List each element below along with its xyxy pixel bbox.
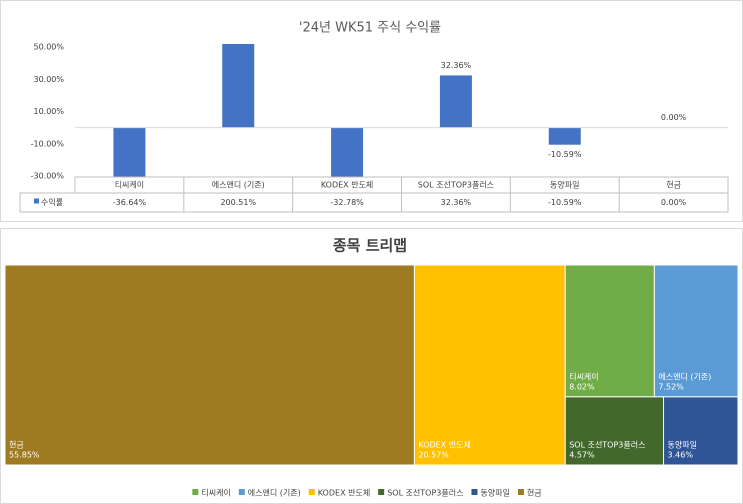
chart-title: '24년 WK51 주식 수익률 [299, 21, 441, 36]
legend: 티씨케이 에스앤디 (기존) KODEX 반도체 SOL 조선TOP3플러스 동양파일 현… [192, 488, 542, 498]
tile-value: 20.57% [418, 451, 449, 460]
treemap-title: 종목 트리맵 [333, 237, 407, 255]
data-label: 32.36% [441, 61, 472, 70]
legend-swatch [517, 489, 524, 495]
table-cell [19, 192, 729, 213]
bar [548, 127, 581, 145]
legend-label: SOL 조선TOP3플러스 [387, 489, 463, 498]
table-header: 에스앤디 (기존) [212, 180, 265, 190]
data-label: -10.59% [548, 150, 582, 159]
legend-label: 티씨케이 [201, 488, 230, 498]
legend-swatch [238, 489, 245, 495]
treemap-tile [4, 264, 415, 466]
table-value: -36.64% [113, 198, 147, 207]
table-value: 200.51% [220, 198, 256, 207]
legend-swatch [378, 489, 385, 495]
tile-label: 티씨케이 [569, 371, 598, 381]
table-header: SOL 조선TOP3플러스 [418, 181, 494, 190]
treemap-tile [564, 396, 665, 466]
table-header: 동양파일 [550, 181, 579, 190]
y-tick-label: 10.00% [33, 107, 64, 116]
y-tick-label: -30.00% [31, 172, 65, 181]
plot-area [113, 44, 581, 177]
legend-key [34, 198, 39, 204]
legend-swatch [471, 489, 478, 495]
table-value: -10.59% [548, 198, 582, 207]
legend-swatch [308, 489, 315, 495]
table-header: KODEX 반도체 [321, 180, 373, 190]
table-value: -32.78% [330, 198, 364, 207]
bar [113, 127, 146, 177]
tile-value: 55.85% [9, 451, 40, 460]
bar [222, 44, 255, 128]
y-tick-label: -10.00% [31, 139, 65, 148]
tile-value: 4.57% [569, 451, 595, 460]
tile-label: 현금 [9, 441, 24, 450]
legend-label: 수익률 [41, 197, 63, 207]
tile-value: 3.46% [668, 451, 694, 460]
y-tick-label: 50.00% [33, 43, 64, 52]
bar [331, 127, 364, 177]
tile-value: 7.52% [658, 382, 684, 391]
legend-label: 동양파일 [480, 489, 509, 498]
table-value: 0.00% [661, 198, 687, 207]
treemap-tile [564, 264, 655, 398]
legend-label: 에스앤디 (기존) [248, 488, 301, 498]
tile-label: SOL 조선TOP3플러스 [569, 441, 645, 450]
bar [439, 75, 472, 128]
treemap-tile [663, 396, 739, 466]
legend-label: 현금 [527, 489, 542, 498]
tile-label: 동양파일 [668, 441, 697, 450]
y-tick-label: 30.00% [33, 75, 64, 84]
legend-swatch [192, 489, 199, 495]
table-header: 현금 [666, 181, 681, 190]
tile-label: 에스앤디 (기존) [658, 371, 711, 381]
table-value: 32.36% [441, 198, 472, 207]
table-header: 티씨케이 [115, 180, 144, 190]
treemap-tile [653, 264, 739, 398]
data-label: 0.00% [661, 113, 687, 122]
treemap-tile [413, 264, 566, 466]
legend-label: KODEX 반도체 [318, 488, 370, 498]
tile-label: KODEX 반도체 [418, 440, 470, 450]
tile-value: 8.02% [569, 382, 595, 391]
